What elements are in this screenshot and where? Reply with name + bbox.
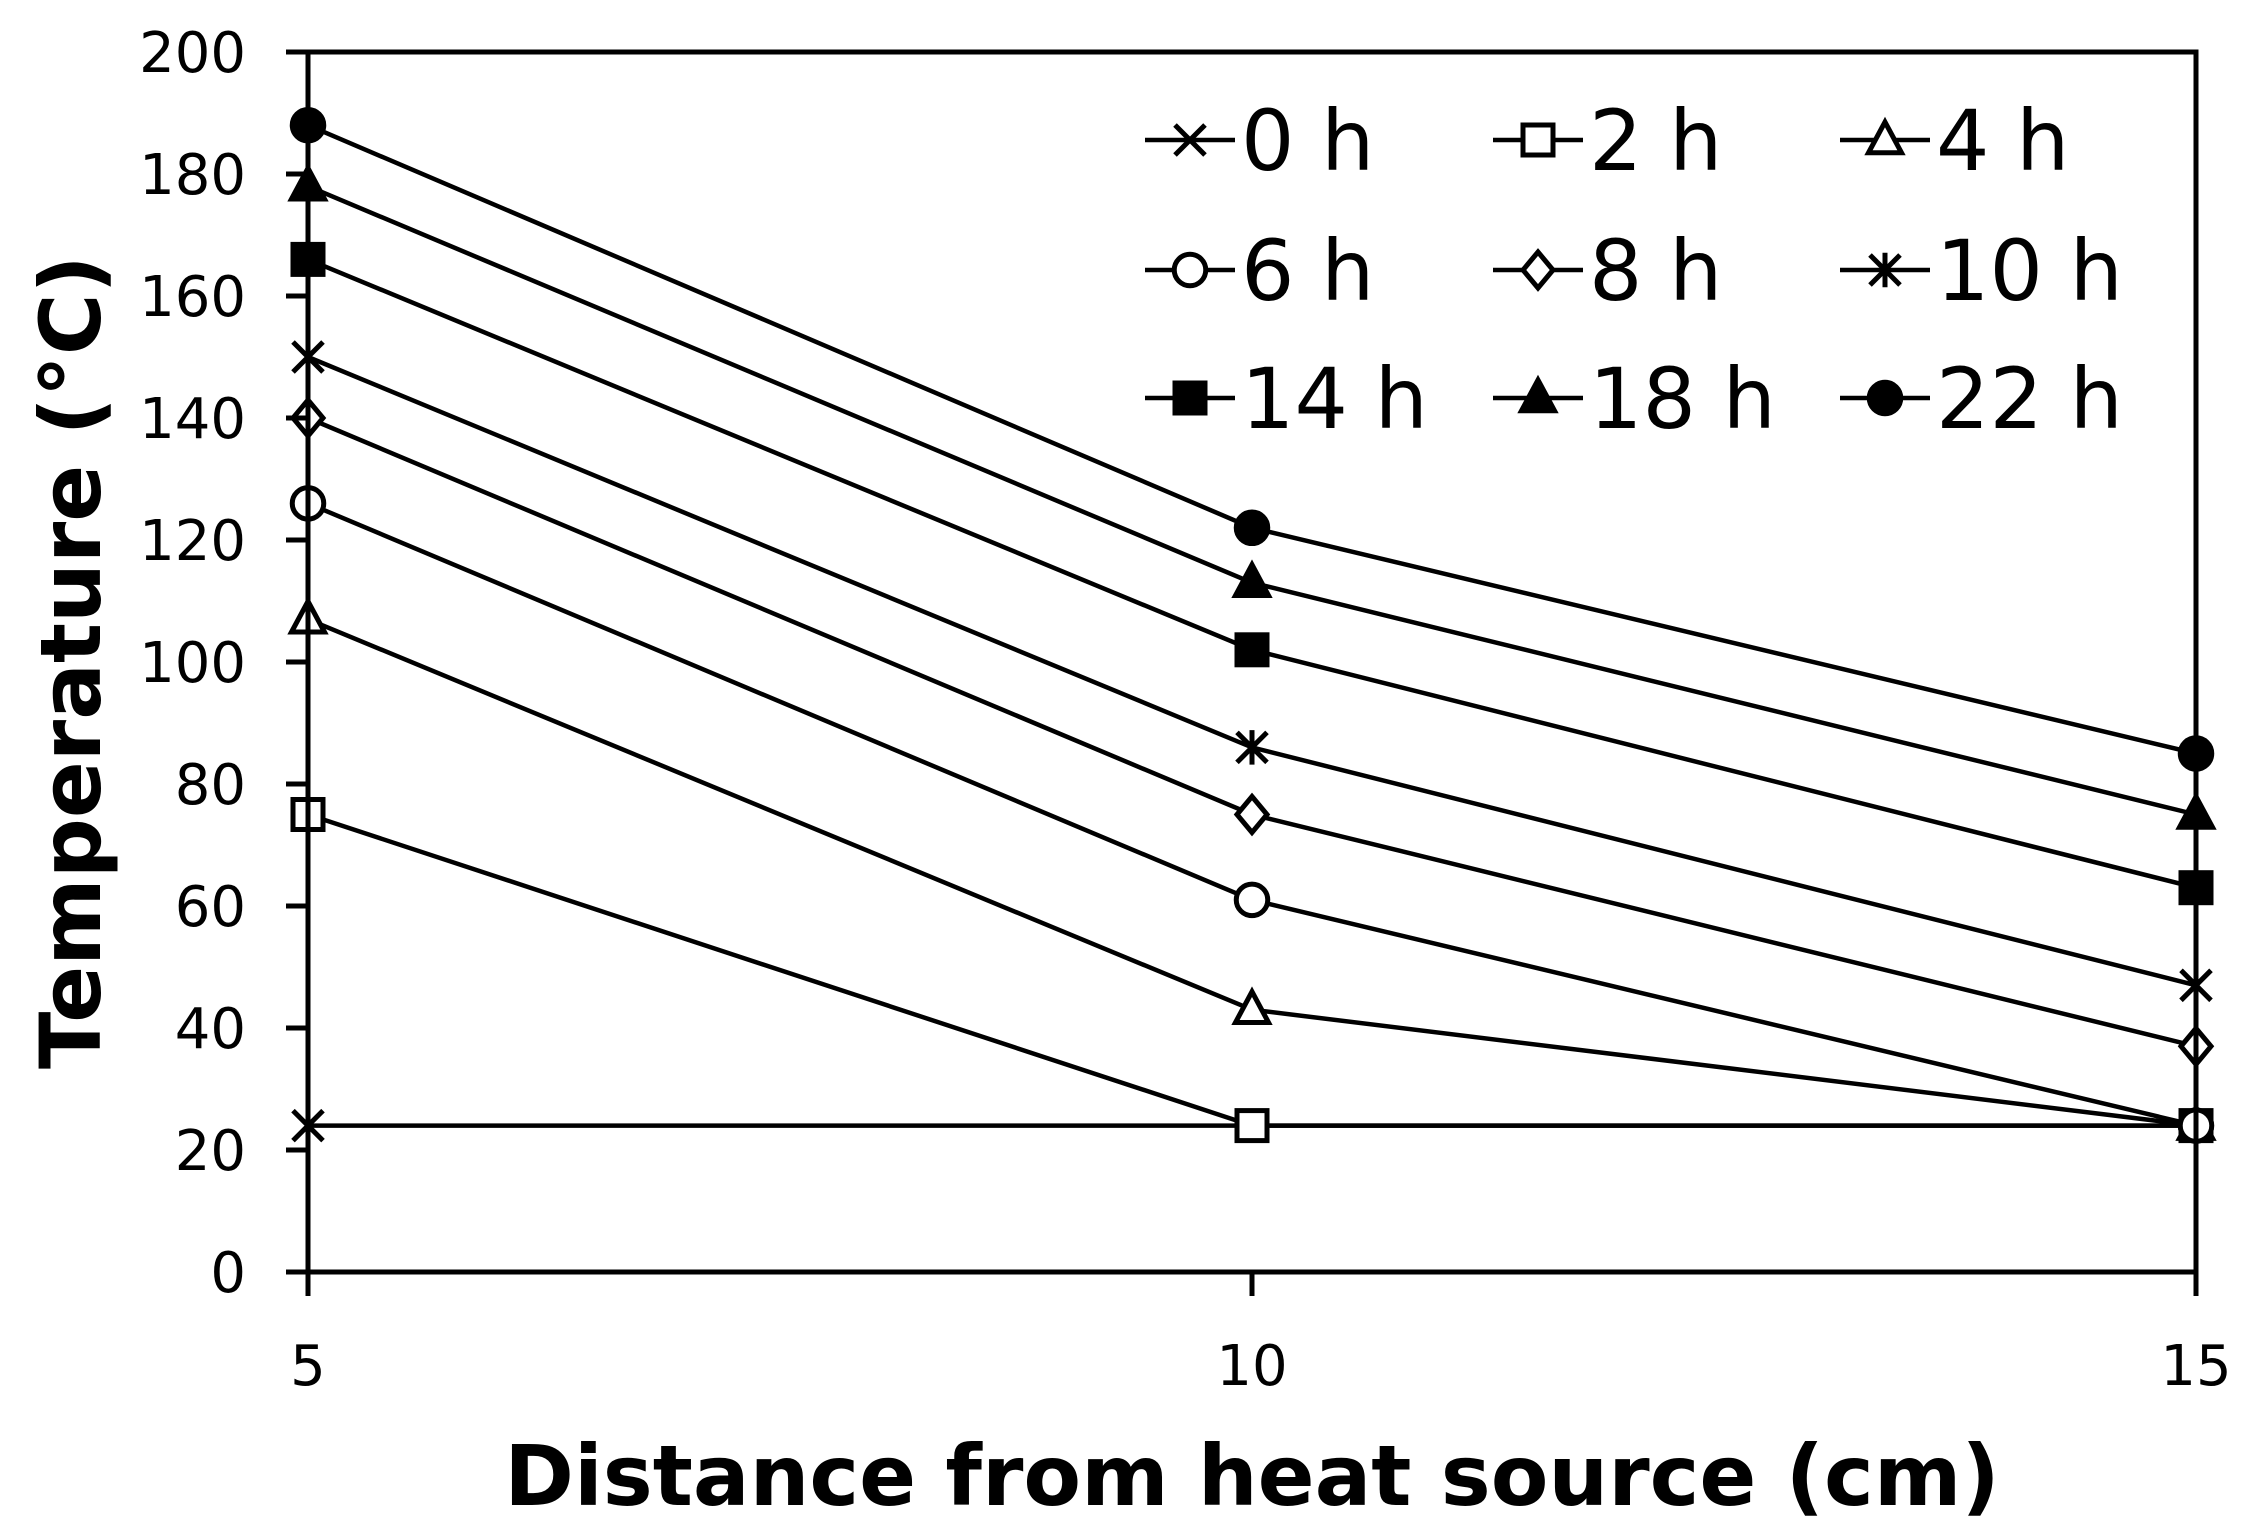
- legend-label-22h: 22 h: [1936, 350, 2123, 448]
- legend-item-14h: 14 h: [1145, 350, 1428, 448]
- legend-label-18h: 18 h: [1589, 350, 1776, 448]
- data-point-18h-10: [1231, 559, 1273, 598]
- data-point-2h-10: [1234, 1108, 1270, 1144]
- y-tick-label-140: 140: [139, 387, 246, 452]
- legend-item-4h: 4 h: [1840, 92, 2069, 190]
- legend-item-18h: 18 h: [1493, 350, 1776, 448]
- data-point-10h-10: [1235, 730, 1269, 765]
- legend-marker-6h: [1171, 251, 1209, 289]
- series-line-2h: [307, 812, 2196, 1128]
- legend-marker-4h: [1864, 116, 1906, 156]
- legend-label-0h: 0 h: [1241, 92, 1374, 190]
- legend-item-2h: 2 h: [1493, 92, 1722, 190]
- legend-marker-0h: [1173, 123, 1207, 157]
- y-tick-label-40: 40: [175, 997, 246, 1062]
- y-tick-label-80: 80: [175, 753, 246, 818]
- legend-marker-22h: [1866, 379, 1904, 417]
- legend-label-14h: 14 h: [1241, 350, 1428, 448]
- y-tick-label-100: 100: [139, 631, 246, 696]
- legend-label-10h: 10 h: [1936, 222, 2123, 320]
- y-tick-label-0: 0: [210, 1241, 246, 1306]
- series-line-4h: [307, 617, 2197, 1128]
- legend-item-0h: 0 h: [1145, 92, 1374, 190]
- data-point-22h-10: [1233, 509, 1271, 547]
- data-point-4h-10: [1231, 986, 1273, 1025]
- legend-item-6h: 6 h: [1145, 222, 1374, 320]
- data-point-6h-10: [1233, 881, 1271, 919]
- y-tick-label-200: 200: [139, 21, 246, 86]
- legend-marker-2h: [1520, 122, 1556, 158]
- x-axis-title: Distance from heat source (cm): [504, 1427, 2000, 1525]
- legend-label-4h: 4 h: [1936, 92, 2069, 190]
- y-tick-label-120: 120: [139, 509, 246, 574]
- legend-item-22h: 22 h: [1840, 350, 2123, 448]
- legend-label-8h: 8 h: [1589, 222, 1722, 320]
- y-tick-label-160: 160: [139, 265, 246, 330]
- legend-item-10h: 10 h: [1840, 222, 2123, 320]
- data-point-14h-10: [1234, 632, 1270, 668]
- y-axis-title: Temperature (°C): [22, 255, 120, 1069]
- y-tick-label-180: 180: [139, 143, 246, 208]
- y-tick-label-20: 20: [175, 1119, 246, 1184]
- legend-label-2h: 2 h: [1589, 92, 1722, 190]
- legend-marker-8h: [1519, 248, 1557, 292]
- legend: 0 h 2 h 4 h 6 h 8 h 10 h 14 h 18 h 22 h: [1145, 92, 2123, 448]
- legend-item-8h: 8 h: [1493, 222, 1722, 320]
- x-tick-label-10: 10: [1216, 1334, 1287, 1399]
- legend-marker-18h: [1517, 374, 1559, 414]
- y-tick-label-60: 60: [175, 875, 246, 940]
- x-axis-ticks: 5 10 15: [290, 1272, 2232, 1399]
- legend-marker-14h: [1172, 380, 1208, 416]
- legend-label-6h: 6 h: [1241, 222, 1374, 320]
- legend-marker-10h: [1868, 252, 1902, 288]
- x-tick-label-5: 5: [290, 1334, 326, 1399]
- y-axis-ticks: 0 20 40 60 80 100 120 140 160 180 200: [139, 21, 308, 1306]
- x-tick-label-15: 15: [2160, 1334, 2231, 1399]
- data-point-8h-10: [1233, 792, 1271, 837]
